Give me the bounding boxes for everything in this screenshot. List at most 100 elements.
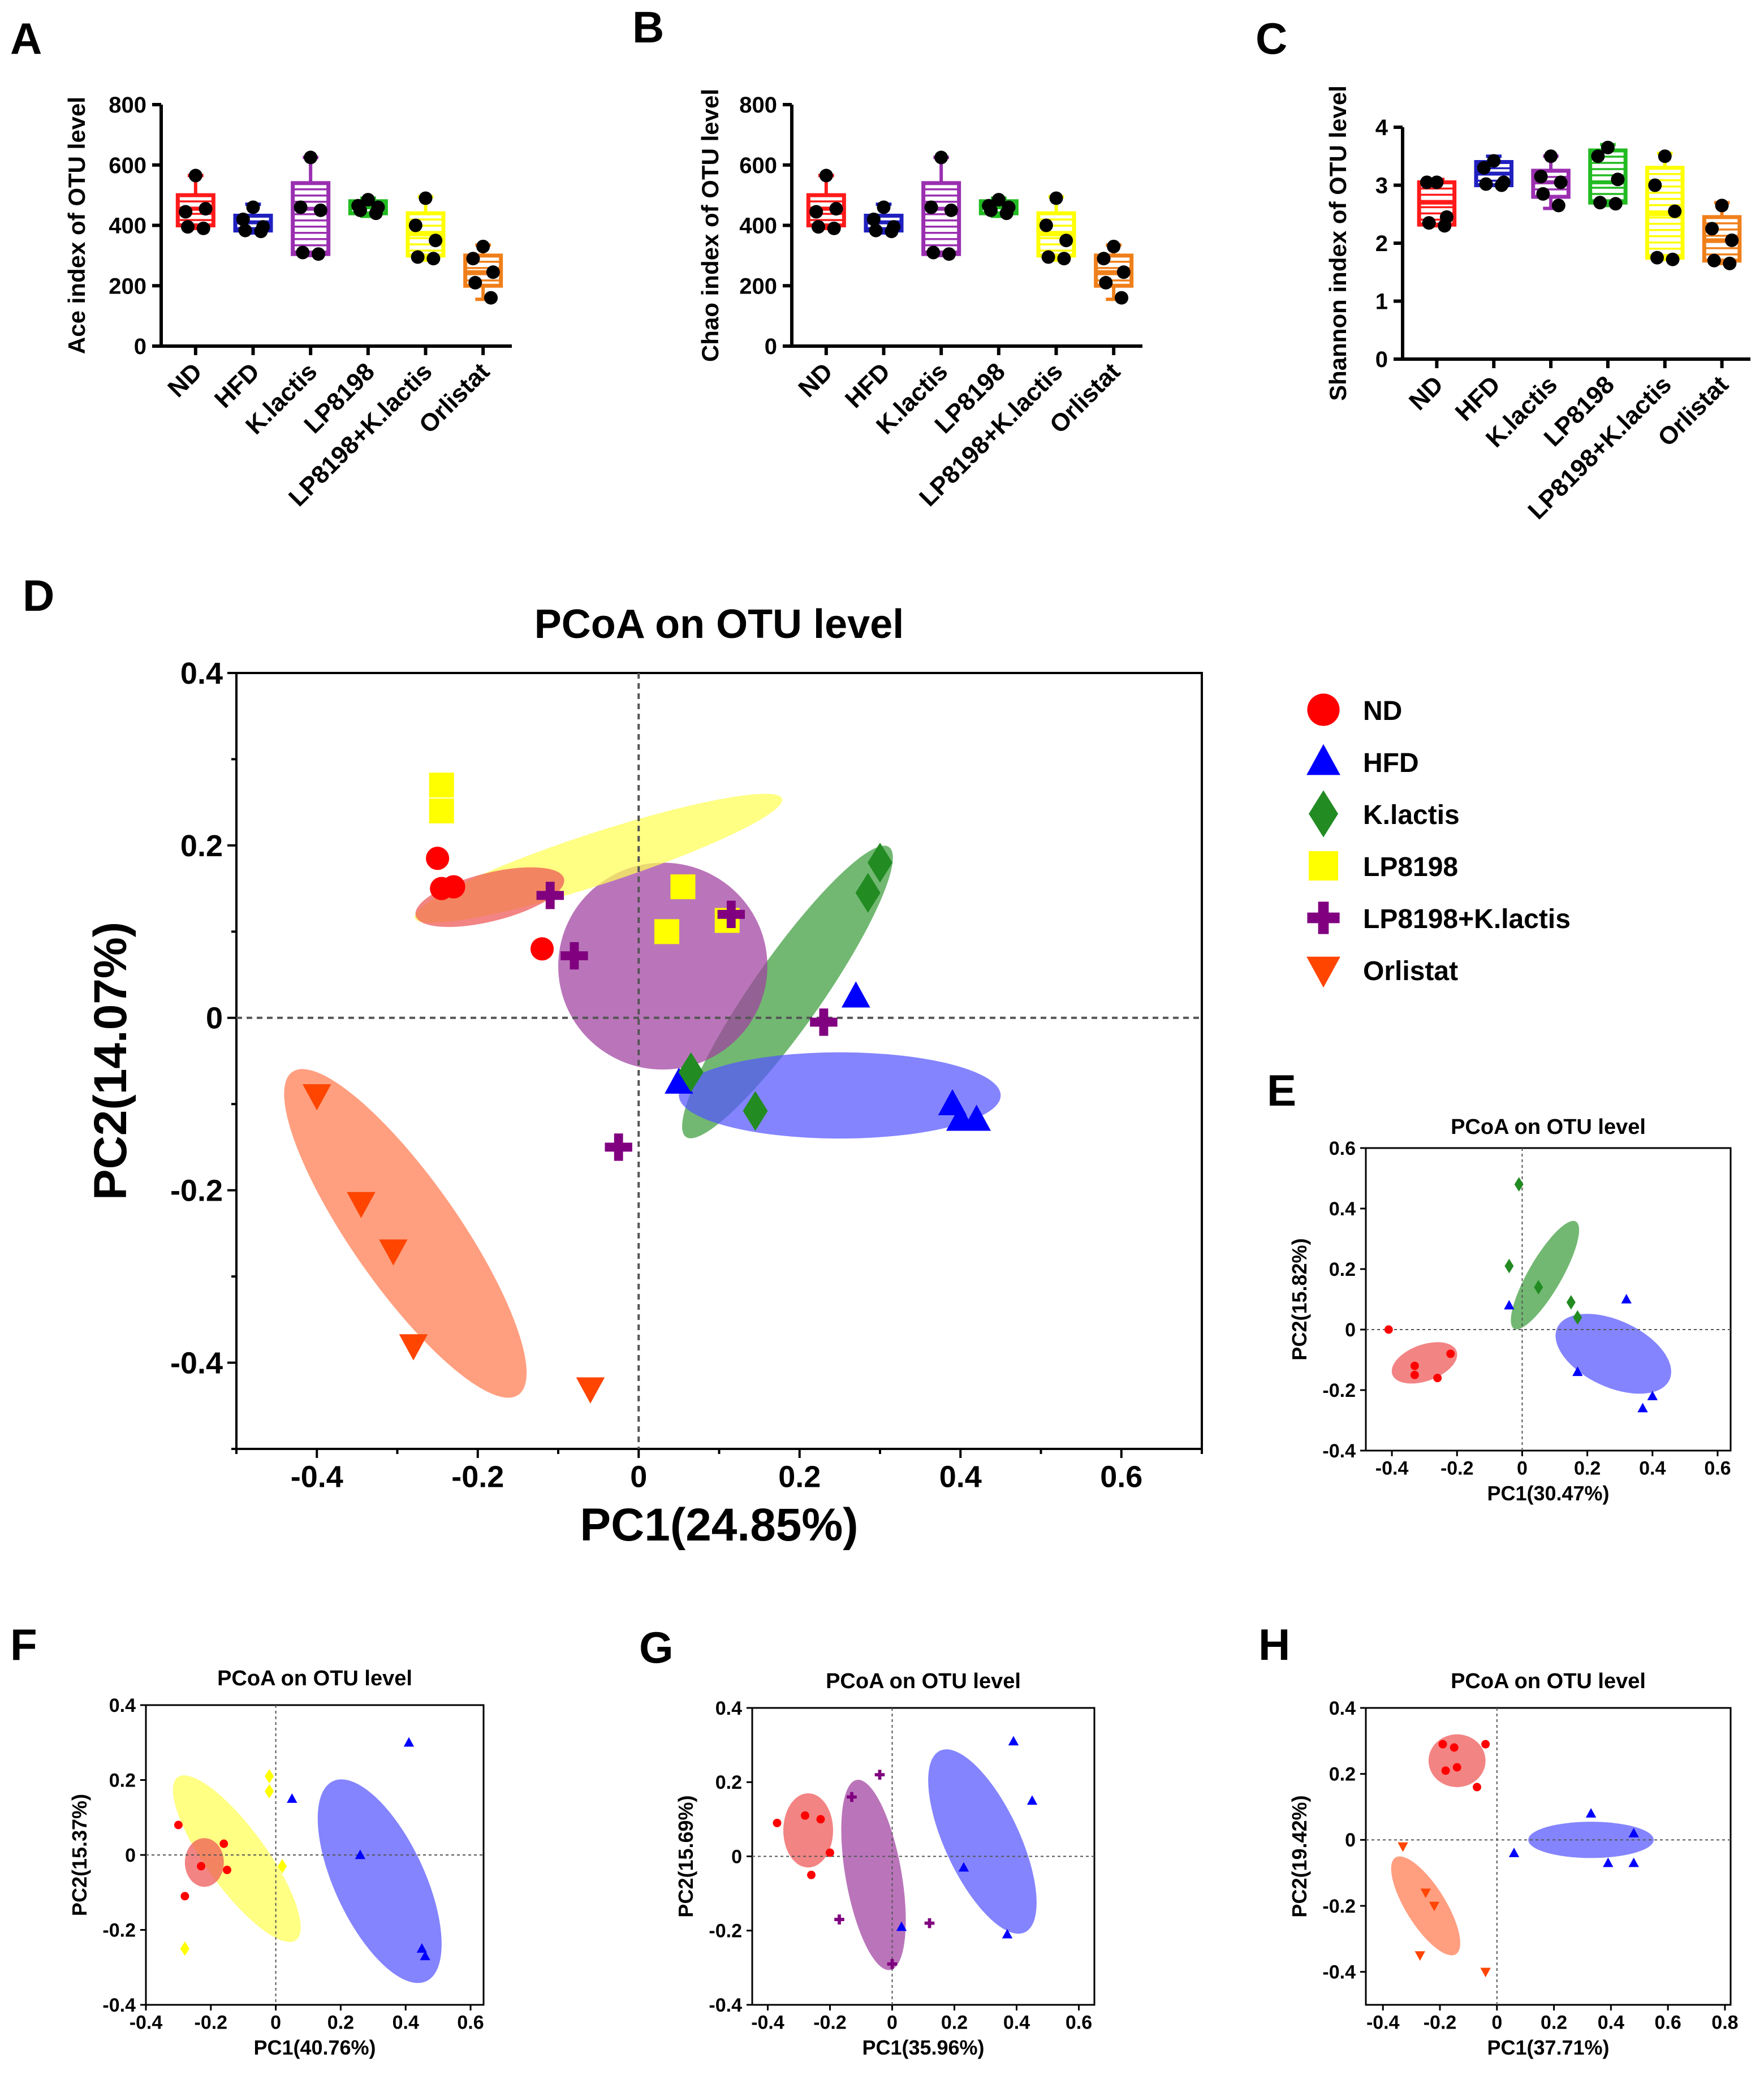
data-point: [1668, 204, 1682, 218]
marker-K.lactis: [855, 873, 881, 913]
data-point: [984, 203, 998, 217]
confidence-ellipse-Orlistat: [1391, 1856, 1460, 1956]
data-point: [353, 203, 367, 217]
legend-label: LP8198+K.lactis: [1363, 904, 1571, 934]
data-point: [926, 245, 941, 260]
marker-ND: [530, 937, 554, 961]
marker-LP8198: [429, 798, 454, 823]
box-K.lactis: [291, 150, 331, 261]
data-point: [429, 234, 443, 248]
legend-marker-Orlistat: [1306, 956, 1340, 988]
y-tick-label: 0.2: [109, 1770, 136, 1791]
plot-frame: [1365, 1707, 1732, 2006]
marker-Orlistat: [1480, 1967, 1491, 1978]
x-tick-label: 0: [630, 1460, 647, 1494]
confidence-ellipse-LP8198+K.lactis: [558, 862, 767, 1070]
box-ND: [806, 169, 846, 235]
x-tick-label: ND: [162, 357, 208, 403]
confidence-ellipse-LP8198+K.lactis: [841, 1780, 906, 1970]
x-tick-label: 0.2: [1541, 2012, 1567, 2033]
y-tick-label: 0.2: [1329, 1764, 1356, 1785]
data-point: [1591, 149, 1605, 163]
data-point: [1707, 253, 1721, 267]
box-LP8198: [1588, 140, 1628, 211]
y-axis-label: Shannon index of OTU level: [1325, 85, 1351, 401]
series-ND: [426, 847, 554, 961]
data-point: [294, 200, 308, 214]
series-K.lactis: [678, 843, 892, 1131]
marker-ND: [1384, 1325, 1393, 1334]
data-point: [486, 265, 500, 279]
data-point: [866, 212, 881, 226]
marker-Orlistat: [302, 1084, 331, 1111]
data-point: [1477, 161, 1491, 175]
legend-marker-LP8198+K.lactis: [1307, 901, 1340, 934]
box-body: [921, 181, 961, 256]
x-tick-label: -0.4: [751, 2012, 784, 2033]
data-point: [1658, 149, 1672, 163]
marker-HFD: [1647, 1391, 1658, 1400]
data-point: [1725, 233, 1739, 247]
y-tick-label: -0.2: [1322, 1380, 1356, 1401]
confidence-ellipse-HFD: [928, 1749, 1037, 1934]
marker-K.lactis: [678, 1052, 704, 1093]
confidence-ellipse-Orlistat: [284, 1069, 527, 1398]
data-point: [254, 225, 268, 239]
y-tick-label: -0.4: [170, 1346, 223, 1380]
x-tick-label: 0.2: [941, 2012, 968, 2033]
panel-H: H PCoA on OTU level -0.4 -0.2 0 0.2 0.4 0.6 0.8 -…: [1258, 1620, 1739, 2059]
panel-letter-G: G: [639, 1623, 674, 1672]
marker-Orlistat: [1414, 1951, 1425, 1961]
x-tick-label: 0.2: [1574, 1457, 1601, 1479]
y-tick-label: 0: [125, 1845, 136, 1866]
box-body: [291, 181, 331, 256]
confidence-ellipse-ND: [415, 867, 564, 927]
y-tick-label: 1: [1375, 290, 1388, 314]
x-axis-label: PC1(37.71%): [1487, 2036, 1609, 2059]
data-point: [1554, 175, 1568, 189]
y-tick-label: 200: [109, 274, 146, 299]
box-HFD: [1474, 154, 1514, 192]
marker-HFD: [842, 981, 870, 1008]
marker-HFD: [287, 1793, 297, 1803]
panel-letter-D: D: [23, 571, 54, 620]
panel-letter-C: C: [1256, 14, 1287, 63]
panel-letter-A: A: [10, 14, 42, 63]
marker-ND: [1452, 1763, 1461, 1772]
y-tick-label: 0.2: [180, 829, 223, 863]
x-tick-label: -0.4: [1375, 1457, 1409, 1479]
panel-letter-H: H: [1258, 1620, 1290, 1669]
confidence-ellipse-HFD: [317, 1779, 442, 1983]
x-tick-label: 0.4: [939, 1460, 982, 1494]
data-point: [246, 200, 260, 214]
y-tick-label: 0: [206, 1002, 223, 1035]
marker-HFD: [1621, 1293, 1632, 1304]
x-tick-label: 0.4: [1598, 2012, 1624, 2033]
box-K.lactis: [1531, 149, 1571, 213]
marker-ND: [1433, 1374, 1442, 1383]
data-point: [1107, 239, 1121, 253]
series-K.lactis: [1504, 1177, 1582, 1325]
marker-K.lactis: [868, 843, 892, 883]
y-axis-label: Chao index of OTU level: [697, 89, 723, 362]
marker-HFD: [355, 1849, 366, 1859]
x-tick-label: 0.6: [1704, 1457, 1731, 1479]
marker-K.lactis: [1504, 1258, 1514, 1274]
data-point: [426, 252, 441, 266]
data-point: [1705, 222, 1719, 236]
series-HFD: [1504, 1293, 1658, 1413]
x-tick-label: ND: [793, 357, 838, 403]
x-tick-label: 0: [1517, 1457, 1528, 1479]
data-point: [1601, 140, 1615, 154]
series-HFD: [1508, 1808, 1639, 1867]
y-tick-label: 200: [739, 274, 777, 299]
data-point: [1041, 250, 1055, 264]
x-tick-label: 0.6: [1100, 1460, 1142, 1494]
marker-LP8198: [670, 874, 696, 900]
marker-ND: [826, 1848, 834, 1857]
box-LP8198: [978, 193, 1019, 221]
data-point: [408, 218, 422, 232]
x-axis-label: PC1(30.47%): [1487, 1482, 1609, 1505]
